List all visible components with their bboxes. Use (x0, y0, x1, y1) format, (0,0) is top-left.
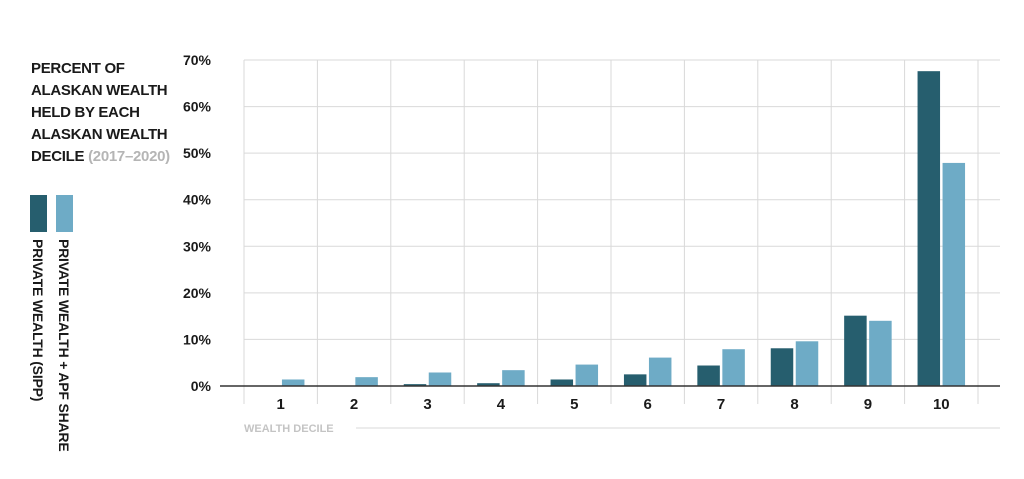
x-tick-label: 9 (864, 396, 872, 413)
y-tick-label: 30% (183, 238, 212, 254)
bar-series-2 (502, 370, 525, 386)
bar-series-1 (844, 315, 867, 386)
bar-series-2 (942, 162, 966, 386)
y-tick-label: 50% (183, 145, 212, 161)
bar-series-1 (477, 383, 500, 386)
bar-series-1 (403, 384, 427, 386)
y-tick-label: 10% (183, 331, 212, 347)
x-tick-label: 3 (423, 396, 431, 413)
chart-title: PERCENT OF ALASKAN WEALTH HELD BY EACH A… (31, 58, 181, 168)
x-tick-label: 2 (350, 396, 358, 413)
x-tick-label: 7 (717, 396, 725, 413)
bar-series-2 (428, 372, 452, 386)
bar-series-1 (697, 365, 720, 386)
bar-series-2 (795, 341, 819, 386)
x-tick-label: 4 (497, 396, 506, 413)
y-tick-label: 70% (183, 52, 212, 68)
y-tick-label: 60% (183, 99, 212, 115)
x-tick-label: 1 (277, 396, 285, 413)
bar-series-2 (648, 357, 672, 386)
bar-series-1 (917, 71, 941, 387)
y-tick-label: 40% (183, 192, 212, 208)
bar-series-2 (575, 364, 599, 386)
bar-series-1 (550, 379, 574, 386)
bar-series-2 (722, 349, 745, 386)
x-axis-label: WEALTH DECILE (244, 423, 334, 435)
chart-title-text: PERCENT OF ALASKAN WEALTH HELD BY EACH A… (31, 60, 168, 165)
y-tick-label: 0% (191, 378, 212, 394)
bar-series-2 (281, 379, 305, 386)
x-tick-label: 5 (570, 396, 578, 413)
x-tick-label: 6 (644, 396, 652, 413)
bar-series-2 (869, 320, 892, 386)
legend-swatch-private-wealth (30, 195, 47, 232)
x-tick-label: 8 (790, 396, 798, 413)
bar-series-1 (623, 374, 647, 386)
y-tick-label: 20% (183, 285, 212, 301)
bar-series-2 (355, 377, 378, 386)
legend-label-private-wealth: PRIVATE WEALTH (SIPP) (30, 239, 46, 402)
x-tick-label: 10 (933, 396, 950, 413)
legend-label-private-wealth-apf: PRIVATE WEALTH + APF SHARE (56, 239, 72, 452)
legend-swatch-private-wealth-apf (56, 195, 73, 232)
bar-series-1 (770, 348, 794, 386)
chart-subtitle: (2017–2020) (88, 148, 170, 165)
